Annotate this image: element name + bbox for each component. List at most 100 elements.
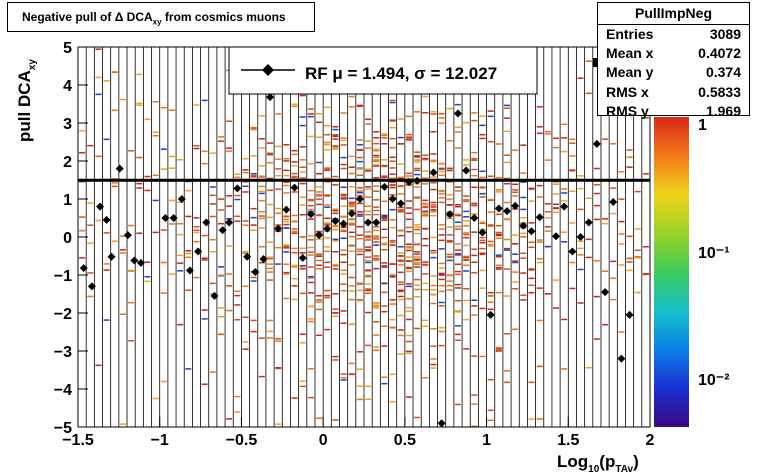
heatmap-bin (283, 143, 290, 146)
heatmap-bin (454, 190, 461, 192)
heatmap-bin (340, 237, 347, 239)
heatmap-bin (389, 160, 396, 162)
heatmap-bin (299, 177, 306, 179)
heatmap-bin (316, 194, 323, 196)
heatmap-bin (389, 146, 396, 149)
heatmap-bin (381, 242, 388, 244)
heatmap-bin (267, 257, 274, 260)
heatmap-bin (569, 169, 576, 172)
stats-value: 0.374 (705, 64, 741, 81)
heatmap-bin (389, 400, 396, 403)
heatmap-bin (365, 269, 372, 272)
profile-point (462, 166, 471, 175)
heatmap-bin (218, 140, 224, 142)
heatmap-bin (267, 153, 274, 156)
profile-point (380, 182, 389, 191)
heatmap-bin (528, 200, 535, 202)
heatmap-bin (168, 109, 175, 111)
heatmap-bin (258, 185, 265, 188)
heatmap-bin (504, 249, 510, 251)
heatmap-bin (103, 269, 110, 271)
heatmap-bin (348, 205, 355, 208)
heatmap-bin (185, 368, 192, 370)
heatmap-bin (487, 378, 494, 381)
heatmap-bin (307, 281, 314, 284)
heatmap-bin (348, 235, 355, 238)
heatmap-bin (209, 371, 216, 373)
heatmap-bin (356, 299, 363, 302)
heatmap-bin (446, 253, 453, 256)
heatmap-bin (365, 292, 372, 295)
heatmap-bin (291, 165, 298, 167)
heatmap-bin (520, 294, 527, 297)
heatmap-bin (544, 130, 551, 133)
heatmap-bin (283, 174, 290, 177)
heatmap-bin (553, 203, 560, 205)
heatmap-bin (340, 283, 347, 285)
heatmap-bin (610, 277, 617, 280)
heatmap-bin (487, 225, 494, 227)
heatmap-bin (520, 217, 527, 219)
heatmap-bin (422, 182, 429, 184)
heatmap-bin (438, 190, 445, 193)
heatmap-bin (258, 227, 265, 229)
heatmap-bin (397, 289, 404, 291)
heatmap-bin (430, 358, 437, 360)
heatmap-bin (536, 126, 543, 128)
heatmap-bin (373, 229, 380, 232)
heatmap-bin (479, 287, 486, 289)
heatmap-bin (405, 212, 412, 215)
profile-point (298, 253, 307, 262)
heatmap-bin (446, 239, 453, 242)
heatmap-bin (348, 290, 355, 292)
heatmap-bin (414, 416, 421, 419)
heatmap-bin (258, 199, 265, 202)
heatmap-bin (373, 259, 380, 261)
heatmap-bin (422, 273, 429, 275)
title-prefix: Negative pull of (22, 10, 115, 24)
heatmap-bin (487, 295, 494, 297)
heatmap-bin (250, 127, 257, 129)
heatmap-bin (495, 191, 502, 193)
heatmap-bin (487, 115, 494, 118)
heatmap-bin (430, 176, 437, 178)
heatmap-bin (405, 175, 412, 178)
heatmap-bin (430, 214, 437, 217)
heatmap-bin (168, 167, 175, 169)
heatmap-bin (258, 192, 265, 195)
heatmap-bin (340, 229, 347, 231)
heatmap-bin (414, 111, 421, 113)
heatmap-bin (332, 133, 339, 136)
heatmap-bin (405, 137, 412, 140)
heatmap-bin (381, 134, 388, 137)
heatmap-bin (267, 203, 274, 206)
heatmap-bin (438, 228, 445, 230)
heatmap-bin (258, 337, 265, 339)
heatmap-bin (258, 147, 265, 149)
heatmap-bin (422, 177, 429, 180)
heatmap-bin (381, 137, 388, 139)
heatmap-bin (520, 232, 527, 234)
heatmap-bin (152, 199, 159, 202)
heatmap-bin (185, 252, 192, 255)
heatmap-bin (340, 216, 347, 218)
heatmap-bin (495, 231, 502, 234)
heatmap-bin (316, 203, 323, 206)
heatmap-bin (397, 255, 404, 257)
heatmap-bin (504, 295, 510, 297)
heatmap-bin (299, 124, 306, 127)
stats-name: PullImpNeg (598, 3, 749, 25)
heatmap-bin (626, 156, 633, 158)
stats-label: Entries (606, 26, 654, 42)
heatmap-bin (454, 225, 461, 228)
heatmap-bin (422, 244, 429, 247)
heatmap-bin (414, 208, 421, 211)
heatmap-bin (283, 247, 290, 249)
y-tick-label: 4 (63, 78, 72, 95)
heatmap-bin (479, 221, 486, 223)
heatmap-bin (373, 213, 380, 216)
heatmap-bin (95, 219, 102, 222)
heatmap-bin (585, 197, 592, 200)
x-tick-label: −1.5 (62, 432, 94, 449)
heatmap-bin (291, 172, 298, 175)
